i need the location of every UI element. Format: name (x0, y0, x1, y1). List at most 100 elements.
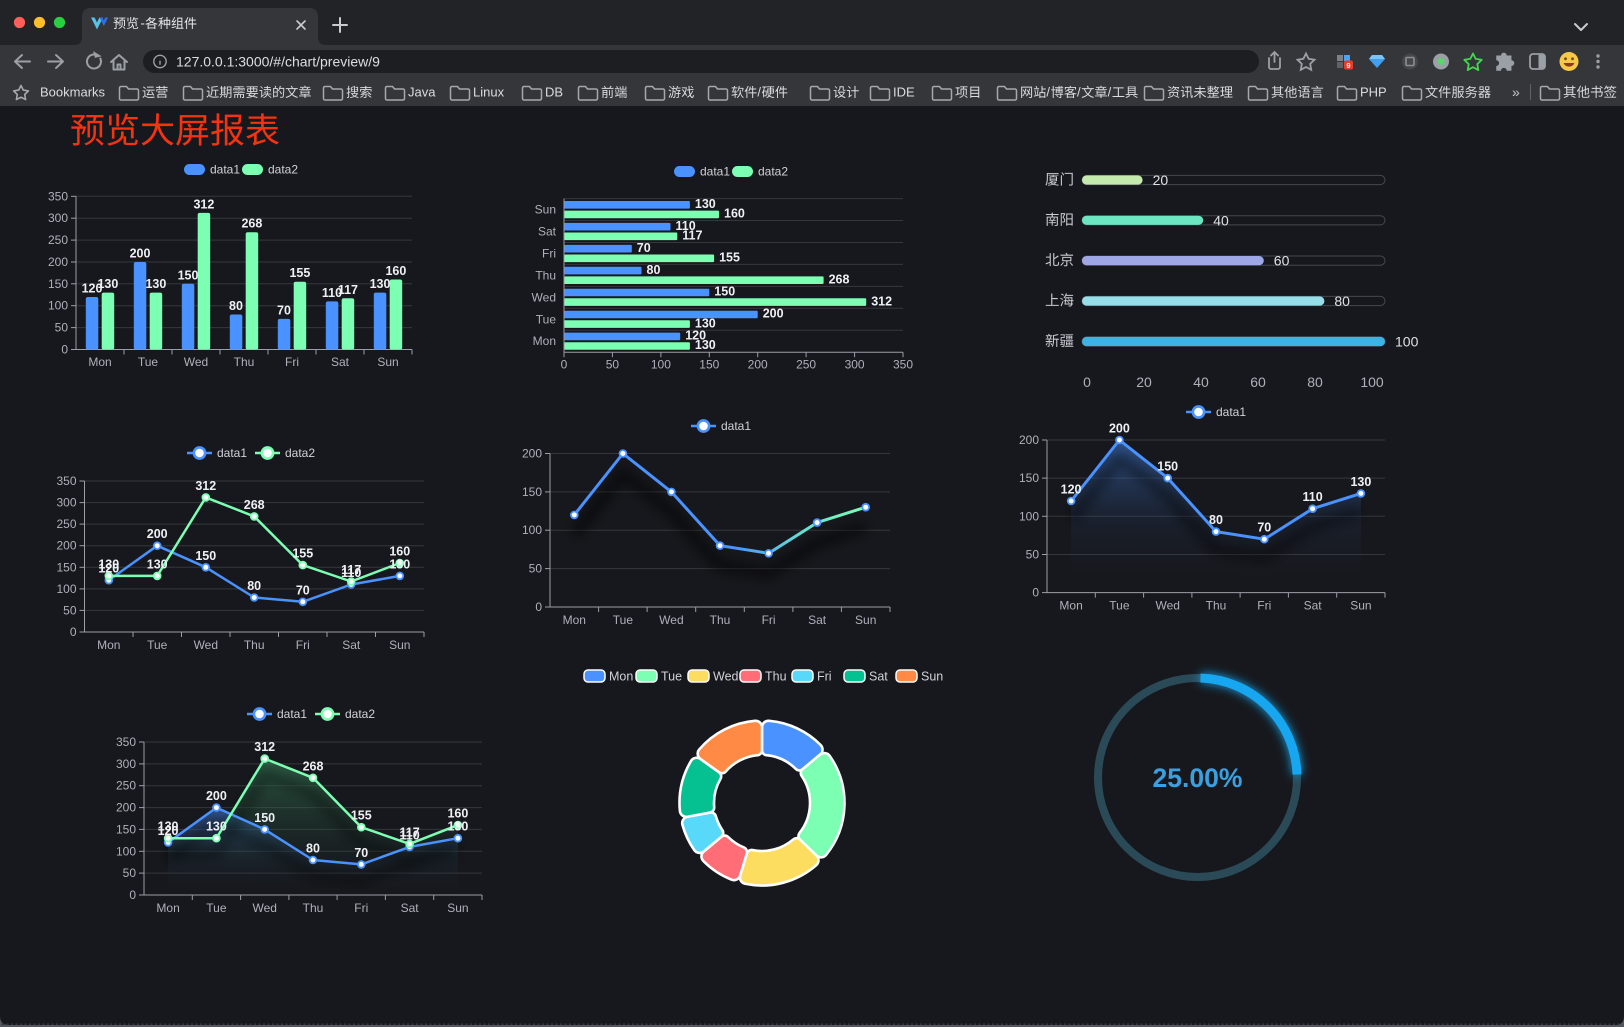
svg-text:Mon: Mon (533, 334, 556, 348)
svg-text:268: 268 (241, 217, 262, 231)
svg-text:0: 0 (1032, 586, 1039, 600)
svg-text:Wed: Wed (532, 290, 556, 304)
svg-text:Sat: Sat (808, 613, 827, 627)
svg-text:200: 200 (147, 527, 168, 541)
svg-text:data2: data2 (285, 446, 315, 460)
svg-text:130: 130 (447, 820, 468, 834)
svg-text:130: 130 (389, 557, 410, 571)
svg-text:312: 312 (195, 479, 216, 493)
svg-text:110: 110 (400, 828, 420, 842)
svg-text:100: 100 (1395, 334, 1419, 350)
svg-text:268: 268 (244, 498, 265, 512)
svg-text:»: » (1512, 84, 1520, 100)
svg-text:Wed: Wed (713, 670, 739, 684)
svg-text:data1: data1 (217, 446, 247, 460)
svg-text:100: 100 (651, 358, 671, 372)
svg-text:155: 155 (719, 251, 740, 265)
svg-text:155: 155 (292, 547, 313, 561)
svg-text:DB: DB (545, 85, 563, 100)
svg-text:150: 150 (714, 285, 735, 299)
svg-text:150: 150 (522, 485, 542, 499)
svg-text:Tue: Tue (1109, 599, 1130, 613)
svg-text:120: 120 (1061, 483, 1082, 497)
svg-text:150: 150 (56, 560, 76, 574)
svg-text:268: 268 (303, 759, 324, 773)
svg-text:/: / (1077, 85, 1081, 100)
svg-text:40: 40 (1213, 212, 1229, 228)
svg-text:117: 117 (682, 229, 702, 243)
svg-text:80: 80 (247, 579, 261, 593)
svg-text:Linux: Linux (473, 85, 505, 100)
svg-text:80: 80 (1334, 293, 1350, 309)
svg-text:50: 50 (1026, 548, 1040, 562)
svg-text:Wed: Wed (184, 355, 208, 369)
svg-text:Thu: Thu (710, 613, 731, 627)
svg-text:80: 80 (1209, 513, 1223, 527)
svg-text:Wed: Wed (1155, 599, 1179, 613)
svg-text:data2: data2 (345, 707, 375, 721)
svg-text:155: 155 (289, 266, 310, 280)
svg-text:Fri: Fri (762, 613, 776, 627)
svg-text:130: 130 (206, 820, 227, 834)
svg-text:130: 130 (1350, 475, 1371, 489)
svg-text:200: 200 (48, 255, 68, 269)
svg-text:200: 200 (56, 539, 76, 553)
svg-text:150: 150 (195, 549, 216, 563)
svg-text:70: 70 (296, 583, 310, 597)
svg-text:120: 120 (98, 562, 119, 576)
svg-text:130: 130 (695, 197, 716, 211)
svg-text:0: 0 (129, 888, 136, 902)
svg-text:Mon: Mon (1059, 599, 1082, 613)
svg-text:Bookmarks: Bookmarks (40, 85, 106, 100)
svg-text:data1: data1 (1216, 405, 1246, 419)
svg-text:Sun: Sun (535, 203, 556, 217)
svg-text:300: 300 (845, 358, 865, 372)
svg-text:120: 120 (82, 282, 103, 296)
svg-text:120: 120 (685, 329, 706, 343)
svg-text:Tue: Tue (138, 355, 159, 369)
svg-text:Sun: Sun (389, 638, 410, 652)
svg-text:60: 60 (1274, 253, 1290, 269)
svg-text:160: 160 (447, 807, 468, 821)
svg-text:150: 150 (1157, 460, 1178, 474)
svg-text:200: 200 (1019, 433, 1039, 447)
svg-text:100: 100 (522, 523, 542, 537)
svg-text:130: 130 (98, 557, 119, 571)
svg-text:130: 130 (695, 316, 716, 330)
svg-text:Fri: Fri (542, 247, 556, 261)
svg-text:160: 160 (385, 264, 406, 278)
svg-text:160: 160 (389, 545, 410, 559)
svg-text:Thu: Thu (234, 355, 255, 369)
svg-text:Sun: Sun (1350, 599, 1371, 613)
svg-text:312: 312 (254, 740, 275, 754)
svg-text:Sat: Sat (331, 355, 350, 369)
svg-text:Wed: Wed (252, 901, 276, 915)
svg-text:130: 130 (97, 277, 118, 291)
svg-text:Fri: Fri (285, 355, 299, 369)
svg-text:PHP: PHP (1360, 85, 1387, 100)
svg-text:Mon: Mon (609, 670, 633, 684)
svg-text:Sun: Sun (377, 355, 398, 369)
svg-text:150: 150 (254, 811, 275, 825)
svg-text:150: 150 (699, 358, 719, 372)
svg-text:Fri: Fri (1257, 599, 1271, 613)
svg-text:350: 350 (893, 358, 913, 372)
svg-text:300: 300 (116, 757, 136, 771)
svg-text:data1: data1 (277, 707, 307, 721)
svg-text:130: 130 (158, 820, 179, 834)
svg-text:50: 50 (55, 321, 69, 335)
svg-text:350: 350 (116, 735, 136, 749)
svg-text:50: 50 (529, 562, 543, 576)
svg-text:0: 0 (1083, 374, 1091, 390)
svg-text:Java: Java (408, 85, 436, 100)
svg-text:Thu: Thu (244, 638, 265, 652)
svg-text:Mon: Mon (156, 901, 179, 915)
svg-text:Sat: Sat (869, 670, 888, 684)
svg-text:Tue: Tue (206, 901, 227, 915)
svg-text:155: 155 (351, 809, 372, 823)
svg-text:100: 100 (1019, 509, 1039, 523)
svg-text:70: 70 (637, 241, 651, 255)
svg-text:150: 150 (48, 277, 68, 291)
svg-text:20: 20 (1153, 172, 1169, 188)
svg-text:200: 200 (763, 307, 784, 321)
